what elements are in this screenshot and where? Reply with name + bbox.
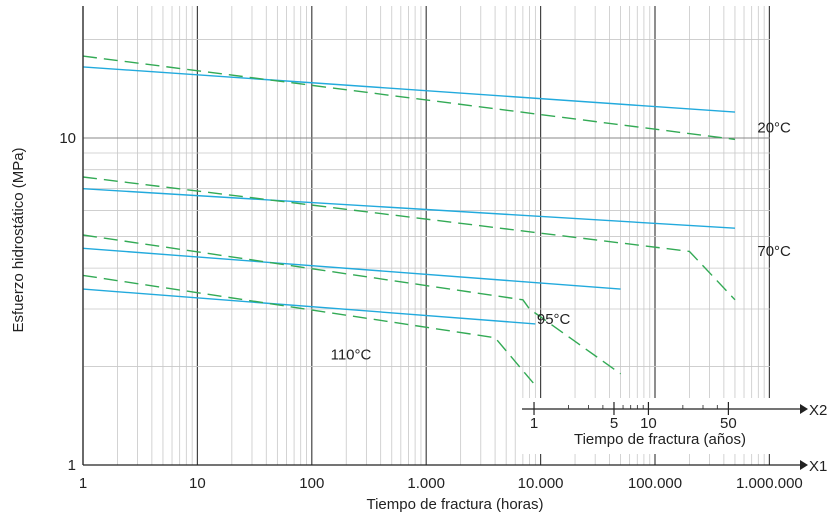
labels: 1 5 10 50 1 10 100 1.000 10.000 100.000 1.000.000 1…: [59, 119, 802, 492]
dashed-series-line: [82, 234, 622, 375]
x1-axis-arrowhead: [800, 460, 808, 470]
x-tick-label: 1: [79, 475, 87, 492]
x2-axis-arrow-label: X2: [809, 402, 827, 419]
grid: [82, 6, 771, 466]
solid-series-line: [82, 247, 621, 290]
secondary-axis-title: Tiempo de fractura (años): [574, 431, 746, 448]
y-axis-label: Esfuerzo hidrostático (MPa): [10, 147, 27, 332]
temperature-label: 110°C: [331, 347, 372, 364]
x-axis-label: Tiempo de fractura (horas): [366, 496, 543, 513]
solid-series-line: [82, 66, 736, 113]
y-tick-label: 1: [68, 457, 76, 474]
solid-series-line: [82, 288, 536, 325]
x1-axis-arrow-label: X1: [809, 458, 827, 475]
x-tick-label: 100: [299, 475, 324, 492]
x2-tick-label: 10: [640, 415, 657, 432]
axes: [82, 6, 808, 470]
x-tick-label: 1.000: [407, 475, 445, 492]
temperature-label: 95°C: [537, 311, 571, 328]
temperature-label: 20°C: [757, 119, 791, 136]
dashed-series-line: [82, 274, 536, 386]
series-group: [82, 55, 736, 386]
dashed-series-line: [82, 55, 736, 141]
x2-tick-label: 5: [610, 415, 618, 432]
x-tick-label: 10: [189, 475, 206, 492]
x2-axis-arrowhead: [800, 404, 808, 414]
x-tick-label: 10.000: [518, 475, 564, 492]
solid-series-line: [82, 188, 736, 229]
x-tick-label: 100.000: [628, 475, 682, 492]
x2-tick-label: 1: [530, 415, 538, 432]
x-tick-label: 1.000.000: [736, 475, 803, 492]
temperature-label: 70°C: [757, 243, 791, 260]
x2-tick-label: 50: [720, 415, 737, 432]
y-tick-label: 10: [59, 130, 76, 147]
dashed-series-line: [82, 176, 736, 301]
